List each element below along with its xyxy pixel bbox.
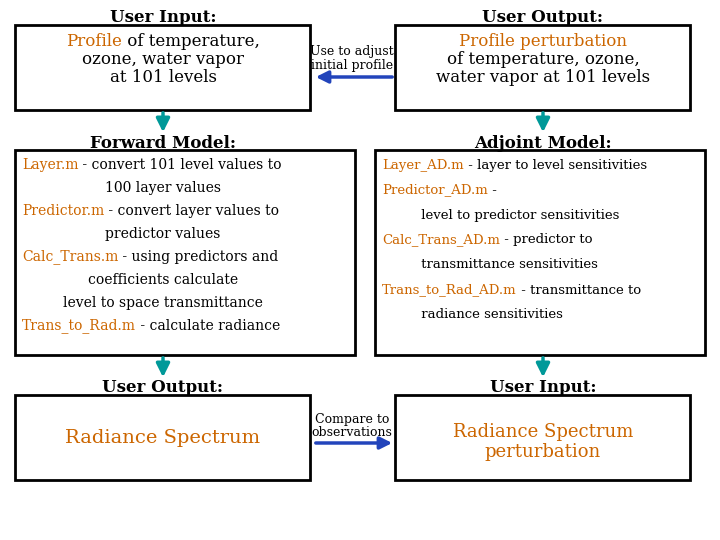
Text: Forward Model:: Forward Model: <box>90 136 236 152</box>
Text: Profile: Profile <box>66 33 122 51</box>
Bar <box>375 150 705 355</box>
Text: initial profile: initial profile <box>311 59 393 72</box>
Text: - calculate radiance: - calculate radiance <box>136 319 280 333</box>
Text: Profile perturbation: Profile perturbation <box>459 33 627 51</box>
Bar <box>15 150 355 355</box>
Text: -: - <box>487 184 497 197</box>
Text: Radiance Spectrum: Radiance Spectrum <box>66 429 261 447</box>
Bar <box>395 25 690 110</box>
Text: Predictor.m: Predictor.m <box>22 204 104 218</box>
Text: of temperature,: of temperature, <box>122 33 260 51</box>
Text: ozone, water vapor: ozone, water vapor <box>82 51 244 69</box>
Text: - convert 101 level values to: - convert 101 level values to <box>78 158 282 172</box>
Text: Layer_AD.m: Layer_AD.m <box>382 159 464 172</box>
Text: Compare to: Compare to <box>315 413 390 426</box>
Text: Trans_to_Rad.m: Trans_to_Rad.m <box>22 319 136 333</box>
Text: level to predictor sensitivities: level to predictor sensitivities <box>400 208 619 221</box>
Text: - convert layer values to: - convert layer values to <box>104 204 279 218</box>
Text: - transmittance to: - transmittance to <box>517 284 641 296</box>
Text: transmittance sensitivities: transmittance sensitivities <box>400 259 598 272</box>
Text: Trans_to_Rad_AD.m: Trans_to_Rad_AD.m <box>382 284 517 296</box>
Text: Calc_Trans.m: Calc_Trans.m <box>22 249 118 265</box>
Bar <box>15 395 310 480</box>
Text: predictor values: predictor values <box>105 227 221 241</box>
Text: - using predictors and: - using predictors and <box>118 250 279 264</box>
Text: User Input:: User Input: <box>109 9 216 25</box>
Text: Radiance Spectrum: Radiance Spectrum <box>453 423 633 441</box>
Text: - predictor to: - predictor to <box>500 233 593 246</box>
Text: Predictor_AD.m: Predictor_AD.m <box>382 184 487 197</box>
Text: Layer.m: Layer.m <box>22 158 78 172</box>
Text: User Output:: User Output: <box>482 9 603 25</box>
Text: at 101 levels: at 101 levels <box>109 70 217 86</box>
Text: observations: observations <box>312 427 392 440</box>
Text: coefficients calculate: coefficients calculate <box>88 273 238 287</box>
Text: 100 layer values: 100 layer values <box>105 181 221 195</box>
Text: - layer to level sensitivities: - layer to level sensitivities <box>464 159 647 172</box>
Text: User Input:: User Input: <box>490 380 596 396</box>
Text: Use to adjust: Use to adjust <box>310 45 394 58</box>
Text: User Output:: User Output: <box>102 380 223 396</box>
Bar <box>15 25 310 110</box>
Bar <box>395 395 690 480</box>
Text: Calc_Trans_AD.m: Calc_Trans_AD.m <box>382 233 500 246</box>
Text: perturbation: perturbation <box>485 443 601 461</box>
Text: Adjoint Model:: Adjoint Model: <box>474 136 612 152</box>
Text: water vapor at 101 levels: water vapor at 101 levels <box>436 70 650 86</box>
Text: of temperature, ozone,: of temperature, ozone, <box>446 51 639 69</box>
Text: radiance sensitivities: radiance sensitivities <box>400 308 563 321</box>
Text: level to space transmittance: level to space transmittance <box>63 296 263 310</box>
